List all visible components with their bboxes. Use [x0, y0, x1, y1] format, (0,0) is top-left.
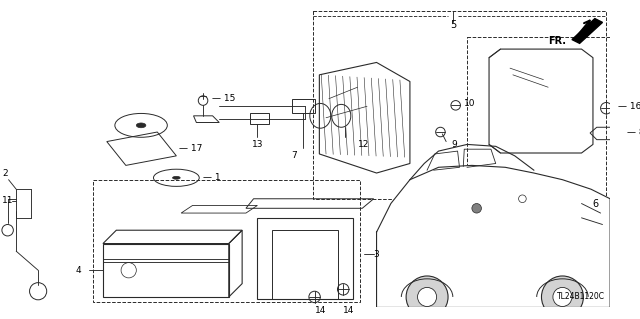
Text: TL24B1120C: TL24B1120C: [557, 292, 605, 301]
Circle shape: [417, 287, 436, 307]
Text: 2: 2: [2, 168, 8, 177]
Text: — 8: — 8: [627, 128, 640, 137]
Ellipse shape: [136, 123, 146, 128]
Text: 6: 6: [593, 199, 599, 209]
Text: — 15: — 15: [212, 94, 235, 103]
Circle shape: [406, 276, 448, 318]
Text: — 16: — 16: [618, 102, 640, 111]
Text: 11: 11: [2, 196, 13, 205]
Text: 7: 7: [291, 151, 296, 160]
Text: 13: 13: [252, 140, 263, 149]
Text: — 17: — 17: [179, 144, 203, 153]
Circle shape: [541, 276, 584, 318]
Polygon shape: [376, 165, 610, 308]
Circle shape: [472, 204, 481, 213]
Polygon shape: [572, 19, 602, 43]
Text: 14: 14: [343, 307, 355, 315]
Text: 12: 12: [358, 140, 369, 149]
Ellipse shape: [173, 176, 180, 179]
Circle shape: [553, 287, 572, 307]
Text: 3: 3: [374, 249, 380, 259]
Text: 4: 4: [76, 266, 81, 275]
Text: 10: 10: [464, 99, 476, 108]
Text: 5: 5: [450, 19, 456, 30]
Text: 9: 9: [451, 140, 457, 149]
Text: FR.: FR.: [548, 36, 566, 47]
Text: 14: 14: [315, 307, 326, 315]
Text: — 1: — 1: [203, 173, 221, 182]
